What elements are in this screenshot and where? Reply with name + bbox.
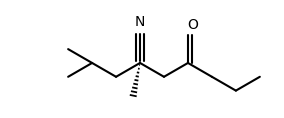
Text: N: N: [135, 15, 145, 29]
Text: O: O: [187, 18, 198, 32]
